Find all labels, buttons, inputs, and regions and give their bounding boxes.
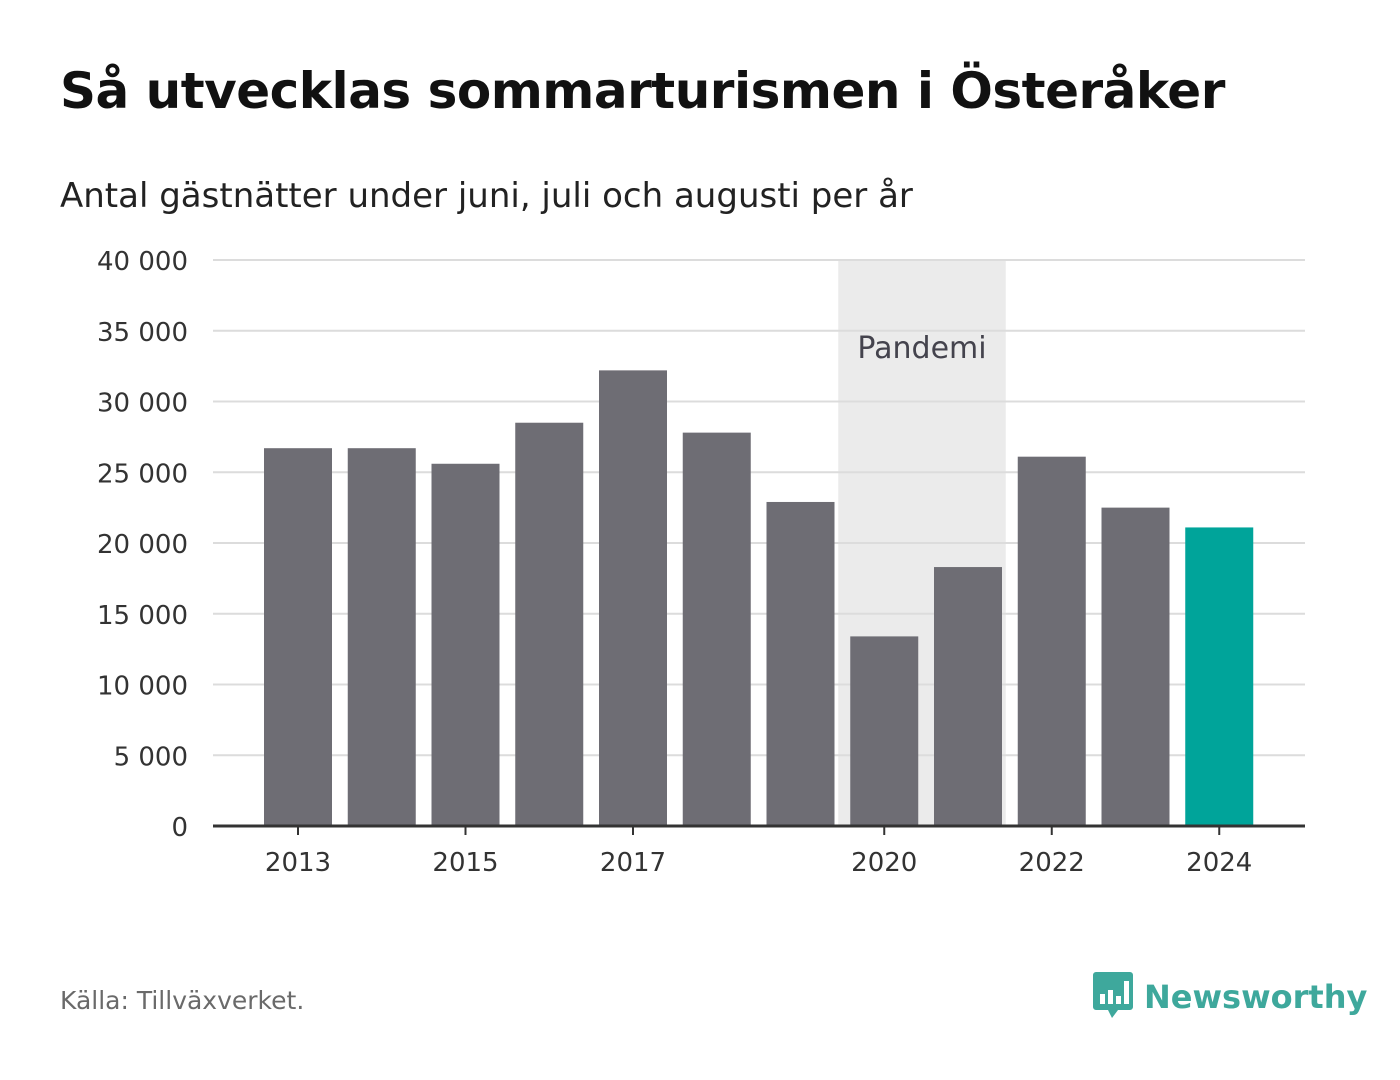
x-tick-label: 2017 — [600, 848, 666, 878]
bar-2014 — [347, 448, 416, 826]
newsworthy-logo[interactable]: Newsworthy — [1092, 970, 1367, 1024]
bar-2018 — [682, 432, 751, 826]
x-tick-label: 2013 — [265, 848, 331, 878]
x-tick-label: 2020 — [851, 848, 917, 878]
bar-2016 — [515, 422, 584, 826]
y-tick-label: 15 000 — [97, 601, 188, 631]
y-tick-label: 35 000 — [97, 318, 188, 348]
y-tick-label: 40 000 — [97, 247, 188, 277]
bar-chart-speech-bubble-icon — [1092, 970, 1134, 1024]
bar-2024 — [1185, 527, 1254, 826]
y-tick-label: 0 — [171, 813, 188, 843]
bar-2013 — [264, 448, 332, 826]
x-tick-label: 2024 — [1186, 848, 1252, 878]
annotation-label: Pandemi — [857, 331, 986, 366]
y-tick-label: 30 000 — [97, 389, 188, 419]
brand-name: Newsworthy — [1144, 978, 1368, 1016]
bar-2017 — [599, 370, 667, 826]
bar-2019 — [766, 501, 835, 826]
bar-2021 — [934, 567, 1002, 826]
bar-2023 — [1101, 507, 1170, 826]
x-tick-label: 2015 — [432, 848, 498, 878]
bar-chart: 0 5 000 10 000 15 000 20 000 25 000 30 000 35 0… — [97, 247, 1305, 878]
source-note: Källa: Tillväxverket. — [60, 986, 305, 1015]
bar-2022 — [1017, 456, 1086, 826]
bar-2015 — [431, 463, 500, 826]
chart-title: Så utvecklas sommarturismen i Österåker — [60, 62, 1225, 120]
chart-subtitle: Antal gästnätter under juni, juli och au… — [60, 176, 913, 216]
x-tick-label: 2022 — [1019, 848, 1085, 878]
y-tick-label: 25 000 — [97, 459, 188, 489]
y-tick-label: 5 000 — [114, 742, 188, 772]
y-tick-label: 10 000 — [97, 672, 188, 702]
y-tick-label: 20 000 — [97, 530, 188, 560]
bar-2020 — [850, 636, 919, 826]
